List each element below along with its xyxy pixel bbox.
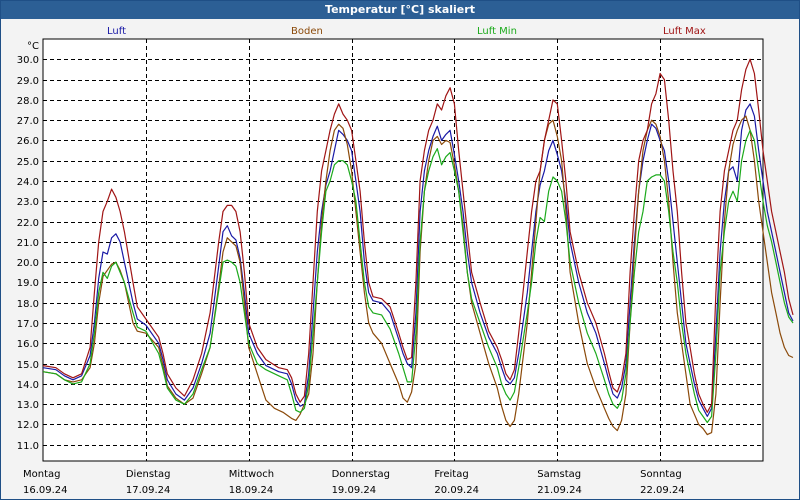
y-tick-label: 20.0 xyxy=(17,258,39,269)
x-date-label: 19.09.24 xyxy=(332,485,377,496)
y-tick-label: 27.0 xyxy=(17,116,39,127)
series-line-luft xyxy=(42,103,794,417)
y-tick-label: 11.0 xyxy=(17,441,39,452)
x-day-label: Donnerstag xyxy=(332,469,390,480)
legend-entry: Luft xyxy=(107,26,126,37)
y-tick-label: 19.0 xyxy=(17,278,39,289)
legend-entry: Boden xyxy=(291,26,323,37)
y-tick-label: 23.0 xyxy=(17,197,39,208)
y-tick-label: 28.0 xyxy=(17,96,39,107)
y-tick-label: 24.0 xyxy=(17,177,39,188)
x-date-label: 17.09.24 xyxy=(126,485,171,496)
y-tick-label: 12.0 xyxy=(17,420,39,431)
x-date-label: 21.09.24 xyxy=(537,485,582,496)
y-tick-label: 13.0 xyxy=(17,400,39,411)
y-tick-label: 26.0 xyxy=(17,136,39,147)
x-day-label: Sonntag xyxy=(640,469,682,480)
legend-entry: Luft Max xyxy=(663,26,706,37)
plot-area xyxy=(42,38,764,462)
legend-entry: Luft Min xyxy=(477,26,517,37)
x-day-label: Mittwoch xyxy=(229,469,274,480)
y-tick-label: 18.0 xyxy=(17,299,39,310)
x-day-label: Montag xyxy=(23,469,60,480)
y-tick-label: 15.0 xyxy=(17,360,39,371)
x-date-label: 22.09.24 xyxy=(640,485,685,496)
x-date-label: 20.09.24 xyxy=(434,485,479,496)
x-date-label: 18.09.24 xyxy=(229,485,274,496)
x-date-label: 16.09.24 xyxy=(23,485,68,496)
y-tick-label: 25.0 xyxy=(17,157,39,168)
y-tick-label: 16.0 xyxy=(17,339,39,350)
y-tick-label: 29.0 xyxy=(17,76,39,87)
x-day-label: Freitag xyxy=(434,469,468,480)
series-line-luft-max xyxy=(42,58,794,413)
series-line-luft-min xyxy=(42,129,794,424)
y-tick-label: 22.0 xyxy=(17,218,39,229)
y-axis-unit: °C xyxy=(27,41,39,52)
chart-title: Temperatur [°C] skaliert xyxy=(1,1,799,19)
y-tick-label: 14.0 xyxy=(17,380,39,391)
y-tick-label: 30.0 xyxy=(17,55,39,66)
y-tick-label: 17.0 xyxy=(17,319,39,330)
x-day-label: Dienstag xyxy=(126,469,171,480)
y-tick-label: 21.0 xyxy=(17,238,39,249)
x-day-label: Samstag xyxy=(537,469,581,480)
